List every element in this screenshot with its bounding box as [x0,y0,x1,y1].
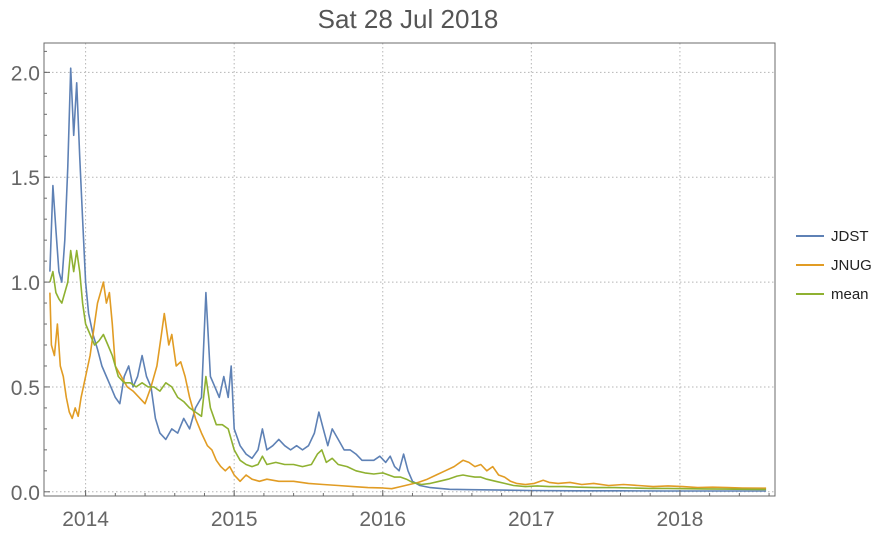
legend-label-jdst: JDST [831,228,869,245]
legend: JDST JNUG mean [796,228,872,303]
x-tick-label: 2014 [62,508,109,531]
grid-lines [44,43,775,496]
x-tick-label: 2017 [508,508,555,531]
chart-title: Sat 28 Jul 2018 [318,4,499,34]
x-tick-label: 2015 [211,508,258,531]
series-line-mean [49,249,767,491]
x-tick-label: 2016 [359,508,406,531]
x-tick-label: 2018 [657,508,704,531]
y-tick-label: 2.0 [11,62,40,85]
plot-frame [43,42,776,497]
series-line-jnug [49,281,767,490]
y-tick-label: 1.0 [11,272,40,295]
y-tick-label: 0.5 [11,377,40,400]
y-tick-label: 1.5 [11,167,40,190]
y-tick-label: 0.0 [11,482,40,505]
legend-label-mean: mean [831,286,869,303]
series-layer [49,67,767,492]
series-line-jdst [49,67,767,492]
axis-ticks: 2014 2015 2016 2017 2018 0.0 0.5 1.0 1.5 2.0 [11,50,770,531]
legend-label-jnug: JNUG [831,257,872,274]
